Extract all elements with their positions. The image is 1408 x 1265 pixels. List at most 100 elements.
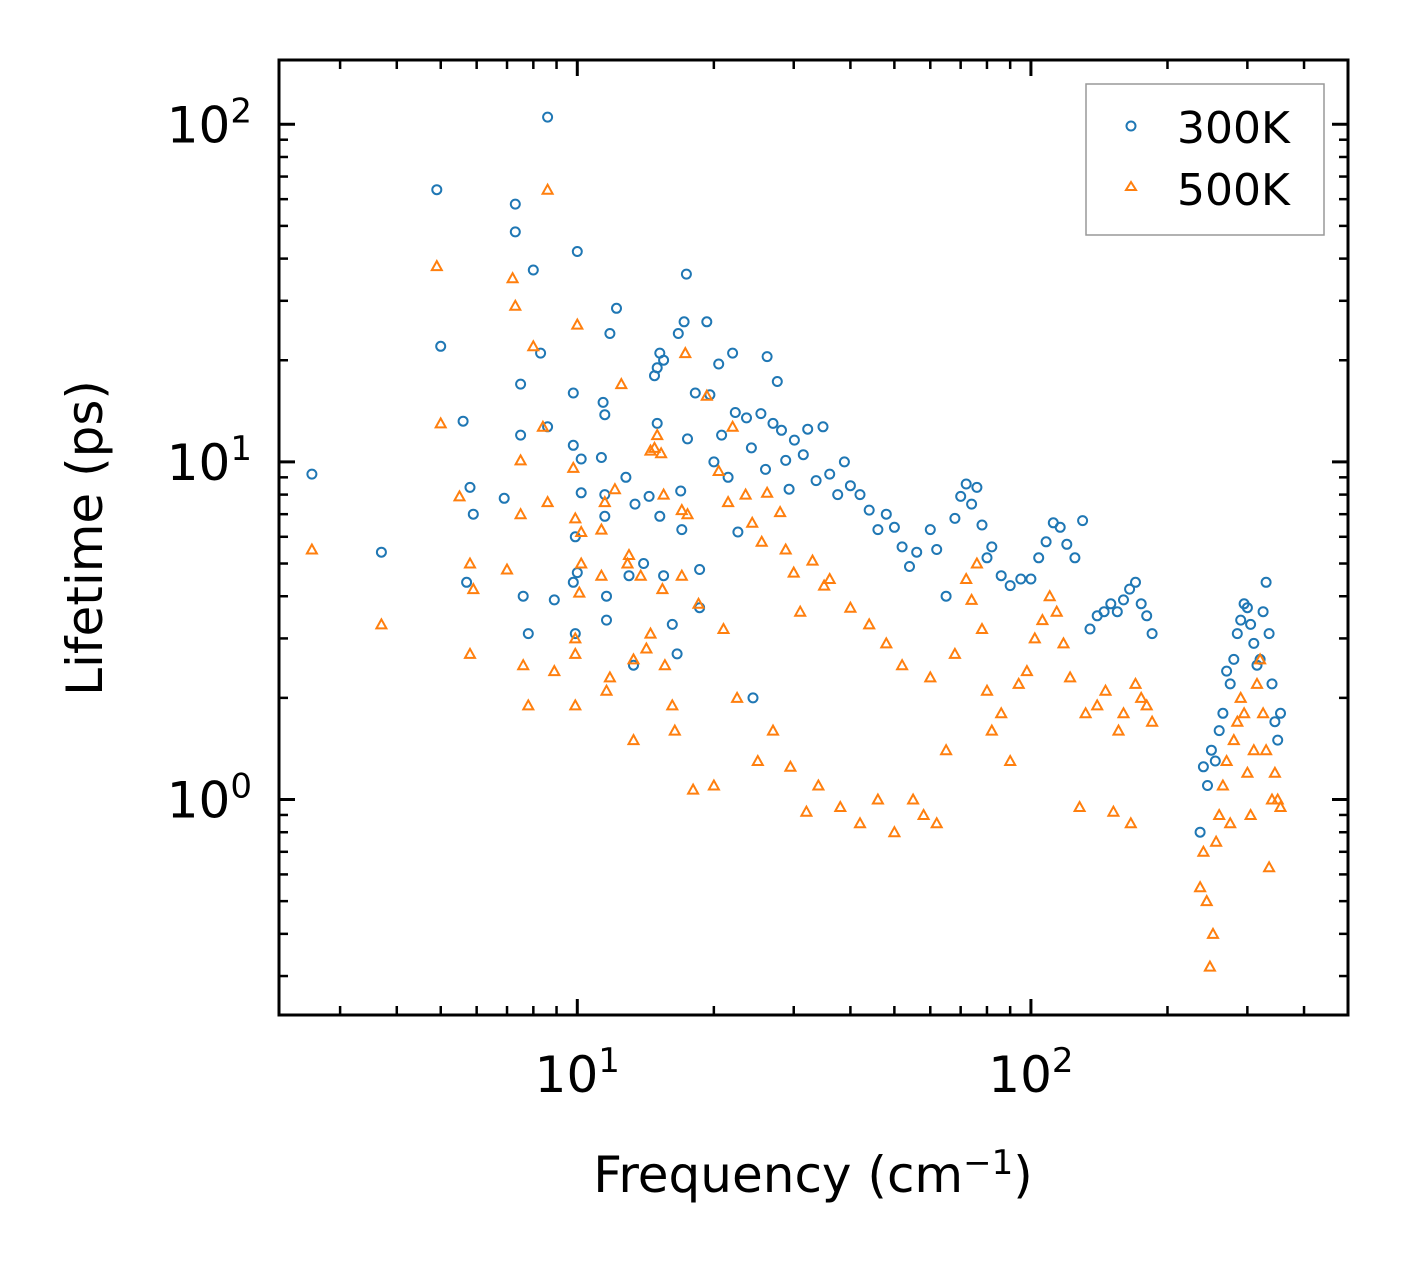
data-point-300k-66 (716, 429, 728, 441)
x-tick-label-1: 102 (988, 1041, 1073, 1104)
data-point-500k-55 (675, 568, 689, 581)
data-point-500k-139 (1247, 743, 1261, 756)
data-point-500k-104 (1020, 664, 1034, 677)
data-point-500k-50 (665, 698, 679, 711)
data-point-500k-90 (916, 807, 931, 820)
data-point-300k-77 (767, 417, 779, 429)
data-point-500k-24 (568, 646, 582, 659)
series-500k (305, 182, 1288, 972)
data-point-300k-60 (694, 564, 706, 575)
data-point-500k-127 (1206, 926, 1220, 939)
data-point-300k-13 (517, 590, 529, 602)
data-point-300k-153 (1266, 678, 1278, 690)
data-point-500k-94 (948, 646, 962, 659)
data-point-500k-65 (738, 487, 753, 500)
data-point-300k-108 (981, 552, 993, 564)
data-point-500k-64 (730, 690, 744, 703)
data-point-300k-83 (797, 449, 809, 461)
data-point-300k-68 (727, 347, 739, 359)
data-point-500k-3 (434, 416, 448, 429)
data-point-300k-51 (666, 618, 678, 630)
legend-marker-500k (1124, 180, 1138, 191)
data-point-500k-49 (658, 658, 672, 671)
data-point-500k-119 (1128, 676, 1143, 689)
x-axis-label: Frequency (cm−1) (593, 1143, 1033, 1204)
data-point-300k-19 (548, 594, 560, 606)
data-point-500k-32 (599, 683, 614, 696)
data-point-300k-155 (1272, 734, 1284, 746)
data-point-300k-56 (680, 268, 692, 280)
data-point-300k-34 (601, 614, 612, 626)
data-point-300k-81 (783, 483, 795, 495)
data-point-500k-97 (970, 556, 984, 569)
data-point-300k-22 (567, 576, 579, 588)
data-point-300k-14 (522, 628, 534, 640)
plot-frame (277, 58, 1350, 1017)
data-point-500k-36 (620, 556, 635, 569)
data-point-500k-142 (1256, 706, 1270, 719)
data-point-500k-109 (1056, 636, 1071, 649)
y-axis-label: Lifetime (ps) (56, 380, 114, 696)
data-point-300k-0 (306, 468, 318, 480)
data-point-300k-109 (986, 541, 998, 553)
data-point-300k-100 (931, 544, 943, 555)
data-point-500k-52 (675, 503, 689, 516)
data-point-300k-136 (1209, 755, 1221, 767)
data-point-300k-20 (567, 387, 579, 399)
data-point-300k-31 (599, 409, 611, 421)
data-point-500k-112 (1078, 706, 1093, 719)
data-point-500k-18 (540, 182, 555, 195)
data-point-500k-115 (1106, 804, 1121, 817)
data-point-300k-79 (776, 424, 787, 436)
data-point-500k-144 (1262, 860, 1276, 873)
data-point-500k-81 (833, 799, 847, 812)
data-point-500k-6 (463, 646, 477, 659)
data-point-300k-137 (1213, 725, 1225, 737)
data-point-500k-73 (783, 759, 798, 772)
data-point-300k-10 (509, 226, 521, 238)
data-point-300k-80 (780, 454, 792, 466)
data-point-300k-99 (924, 524, 936, 536)
data-point-500k-60 (712, 463, 726, 476)
data-point-300k-76 (761, 351, 773, 363)
data-point-300k-146 (1245, 618, 1257, 630)
data-point-500k-148 (1273, 799, 1288, 812)
data-point-500k-99 (980, 683, 994, 696)
data-point-500k-1 (374, 617, 389, 630)
data-point-500k-82 (843, 600, 858, 613)
data-point-500k-98 (975, 621, 989, 634)
data-point-500k-134 (1230, 714, 1244, 727)
data-point-500k-111 (1072, 799, 1087, 812)
data-point-500k-57 (691, 596, 706, 609)
data-point-300k-145 (1241, 602, 1253, 614)
data-point-300k-97 (904, 561, 915, 572)
data-point-500k-91 (923, 670, 937, 683)
data-point-500k-129 (1212, 807, 1226, 820)
data-point-300k-101 (940, 590, 952, 602)
data-point-500k-38 (626, 733, 641, 746)
data-point-500k-128 (1209, 834, 1223, 847)
data-point-300k-102 (949, 512, 961, 524)
data-point-500k-22 (568, 631, 582, 644)
data-point-500k-58 (700, 388, 714, 401)
data-point-300k-103 (955, 490, 967, 502)
legend-marker-300k (1125, 120, 1137, 132)
legend-label-300k: 300K (1177, 103, 1291, 154)
data-point-300k-29 (595, 452, 607, 463)
data-point-300k-9 (509, 198, 521, 210)
data-point-300k-140 (1224, 678, 1236, 690)
data-point-500k-37 (622, 547, 636, 560)
data-point-500k-17 (540, 495, 555, 508)
data-point-300k-152 (1263, 628, 1275, 640)
data-point-300k-123 (1098, 606, 1110, 618)
data-point-500k-2 (430, 259, 444, 272)
data-point-500k-74 (787, 565, 801, 578)
data-point-500k-121 (1140, 698, 1154, 711)
data-point-500k-46 (654, 446, 668, 459)
data-point-500k-41 (639, 641, 654, 654)
data-point-500k-102 (1003, 753, 1017, 766)
data-point-500k-143 (1259, 743, 1273, 756)
data-point-300k-129 (1135, 598, 1147, 610)
data-point-300k-69 (729, 407, 741, 418)
data-point-300k-106 (971, 481, 983, 493)
